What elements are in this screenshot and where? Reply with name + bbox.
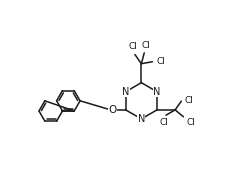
Text: Cl: Cl <box>156 57 165 66</box>
Text: Cl: Cl <box>185 96 194 105</box>
Text: Cl: Cl <box>160 118 169 127</box>
Text: N: N <box>122 87 129 97</box>
Text: Cl: Cl <box>186 118 195 128</box>
Text: O: O <box>109 105 117 115</box>
Text: Cl: Cl <box>141 41 150 50</box>
Text: N: N <box>153 87 161 97</box>
Text: Cl: Cl <box>129 42 138 51</box>
Text: N: N <box>138 114 145 124</box>
